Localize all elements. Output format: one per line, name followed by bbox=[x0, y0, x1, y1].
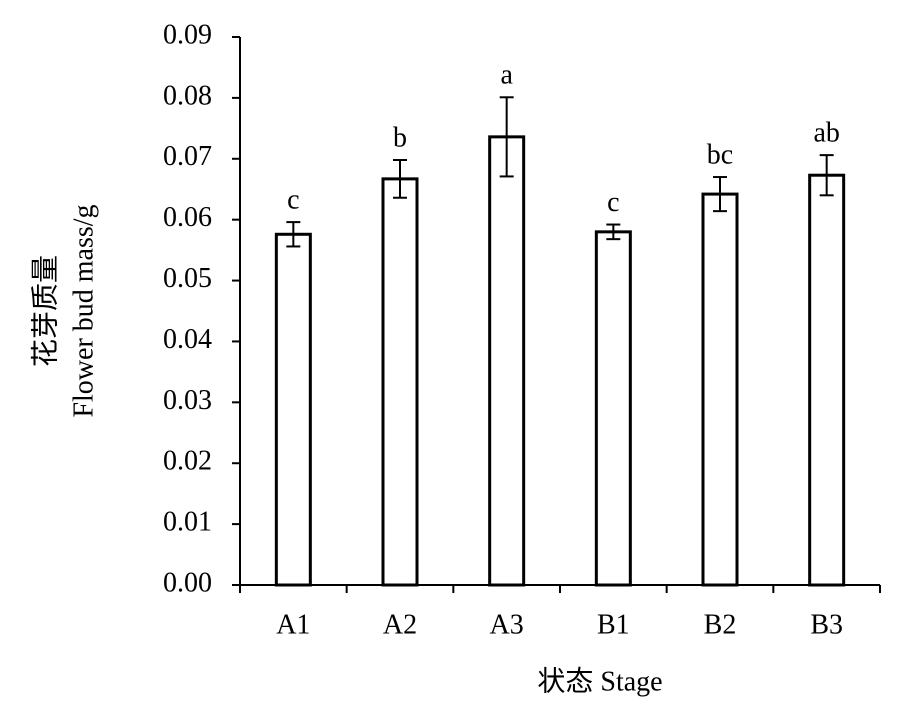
bar bbox=[381, 177, 419, 587]
y-tick-label: 0.09 bbox=[163, 19, 212, 50]
annotation: c bbox=[607, 187, 619, 218]
x-axis-label: 状态 Stage bbox=[537, 665, 662, 697]
y-tick-label: 0.06 bbox=[163, 202, 212, 233]
x-tick-label: A2 bbox=[383, 609, 417, 640]
y-tick-label: 0.04 bbox=[163, 324, 212, 355]
y-tick-label: 0.00 bbox=[163, 567, 212, 598]
y-tick-label: 0.08 bbox=[163, 80, 212, 111]
bar bbox=[488, 135, 526, 587]
annotation: b bbox=[393, 122, 407, 153]
y-tick-label: 0.02 bbox=[163, 446, 212, 477]
annotation: bc bbox=[707, 139, 733, 170]
annotation: ab bbox=[813, 118, 839, 149]
bar bbox=[274, 232, 312, 587]
y-axis-label: 花芽质量 bbox=[29, 255, 61, 367]
x-tick-label: B1 bbox=[597, 609, 630, 640]
x-tick-label: A3 bbox=[490, 609, 524, 640]
y-tick-label: 0.05 bbox=[163, 263, 212, 294]
bar bbox=[808, 173, 846, 587]
y-tick-label: 0.03 bbox=[163, 385, 212, 416]
annotation: c bbox=[287, 185, 299, 216]
x-tick-label: B3 bbox=[810, 609, 843, 640]
y-axis-label: Flower bud mass/g bbox=[68, 204, 99, 417]
x-tick-label: A1 bbox=[276, 609, 310, 640]
bar bbox=[594, 230, 632, 587]
annotation: a bbox=[500, 60, 513, 91]
x-tick-label: B2 bbox=[704, 609, 737, 640]
y-tick-label: 0.01 bbox=[163, 507, 212, 538]
bar bbox=[701, 192, 739, 587]
y-tick-label: 0.07 bbox=[163, 141, 212, 172]
